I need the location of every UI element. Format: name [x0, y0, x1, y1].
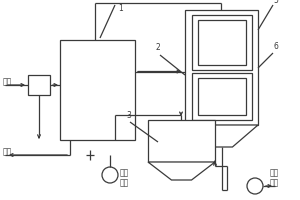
Bar — [192, 73, 252, 120]
Text: 3: 3 — [126, 111, 131, 120]
Bar — [198, 20, 246, 65]
Bar — [28, 75, 50, 95]
Text: 6: 6 — [273, 42, 278, 51]
Bar — [148, 120, 215, 162]
Bar — [198, 78, 246, 115]
Bar — [192, 15, 252, 70]
Text: 在线
分析: 在线 分析 — [120, 168, 129, 188]
Bar — [60, 40, 135, 140]
Text: 排空: 排空 — [3, 148, 12, 156]
Text: 生产
回用: 生产 回用 — [270, 168, 279, 188]
Polygon shape — [148, 162, 215, 180]
Text: 2: 2 — [155, 43, 160, 52]
Text: 废气: 废气 — [3, 77, 12, 86]
Polygon shape — [185, 125, 258, 147]
Text: 1: 1 — [118, 4, 123, 13]
Circle shape — [247, 178, 263, 194]
Circle shape — [102, 167, 118, 183]
Bar — [185, 10, 258, 125]
Text: 5: 5 — [273, 0, 278, 5]
